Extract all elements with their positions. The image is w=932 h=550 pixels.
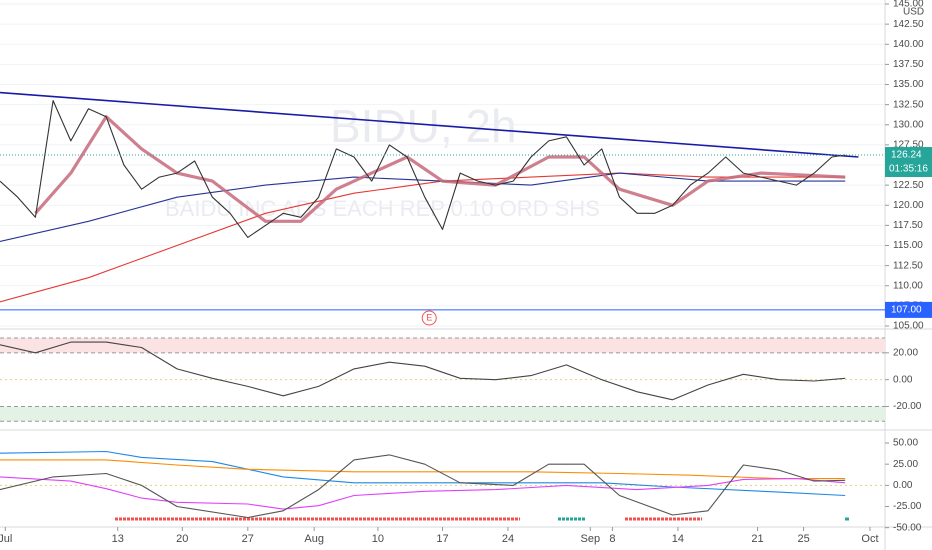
y-tick-label: 110.00 <box>893 280 923 291</box>
y-tick-label: 25.00 <box>893 459 918 470</box>
y-tick-label: 145.00 <box>893 0 924 10</box>
x-tick-label: 25 <box>797 533 809 545</box>
y-tick-label: 132.50 <box>893 99 924 110</box>
band <box>0 338 885 353</box>
x-tick-label: 20 <box>176 533 188 545</box>
y-tick-label: 137.50 <box>893 59 924 70</box>
y-tick-label: 115.00 <box>893 240 923 251</box>
countdown: 01:35:16 <box>889 164 928 175</box>
series-line <box>0 454 846 519</box>
y-tick-label: 122.50 <box>893 180 924 191</box>
series-line <box>0 450 846 497</box>
x-tick-label: Sep <box>581 533 601 545</box>
y-tick-label: -25.00 <box>893 501 922 512</box>
x-tick-label: Jul <box>0 533 12 545</box>
x-tick-label: 17 <box>436 533 448 545</box>
y-tick-label: 140.00 <box>893 39 924 50</box>
series-line <box>0 100 846 238</box>
x-tick-label: 24 <box>502 533 514 545</box>
series-line <box>34 115 846 223</box>
series-line <box>0 172 846 243</box>
watermark-symbol: BIDU, 2h <box>330 100 517 152</box>
y-tick-label: 20.00 <box>893 347 918 358</box>
y-tick-label: 50.00 <box>893 438 918 449</box>
band <box>0 406 885 422</box>
y-tick-label: 130.00 <box>893 119 924 130</box>
x-tick-label: Aug <box>304 533 324 545</box>
x-tick-label: 14 <box>672 533 684 545</box>
y-tick-label: 120.00 <box>893 200 924 211</box>
y-tick-label: 0.00 <box>893 374 913 385</box>
x-tick-label: 13 <box>112 533 124 545</box>
y-tick-label: 127.50 <box>893 140 924 151</box>
y-tick-label: -50.00 <box>893 522 922 533</box>
x-tick-label: Oct <box>861 533 878 545</box>
last-price-label: 126.24 <box>891 150 922 161</box>
x-tick-label: 27 <box>242 533 254 545</box>
y-tick-label: -20.00 <box>893 401 922 412</box>
event-marker <box>421 310 437 326</box>
series-line <box>0 476 846 510</box>
x-tick-label: 10 <box>372 533 384 545</box>
series-line <box>0 91 859 158</box>
event-label: E <box>426 312 432 322</box>
y-tick-label: 117.50 <box>893 220 923 231</box>
y-tick-label: 112.50 <box>893 260 923 271</box>
x-tick-label: 8 <box>609 533 615 545</box>
watermark-description: BAIDU INC ADS EACH REP 0.10 ORD SHS <box>165 196 600 221</box>
series-line <box>0 172 846 303</box>
y-tick-label: 105.00 <box>893 321 924 332</box>
price-tag <box>885 147 932 178</box>
price-tag-label: 107.00 <box>891 305 922 316</box>
x-tick-label: 21 <box>751 533 763 545</box>
y-tick-label: 135.00 <box>893 79 924 90</box>
y-tick-label: 142.50 <box>893 19 924 30</box>
currency: USD <box>903 7 924 18</box>
series-line <box>0 341 846 401</box>
price-tag <box>885 301 932 318</box>
y-tick-label: 0.00 <box>893 480 913 491</box>
